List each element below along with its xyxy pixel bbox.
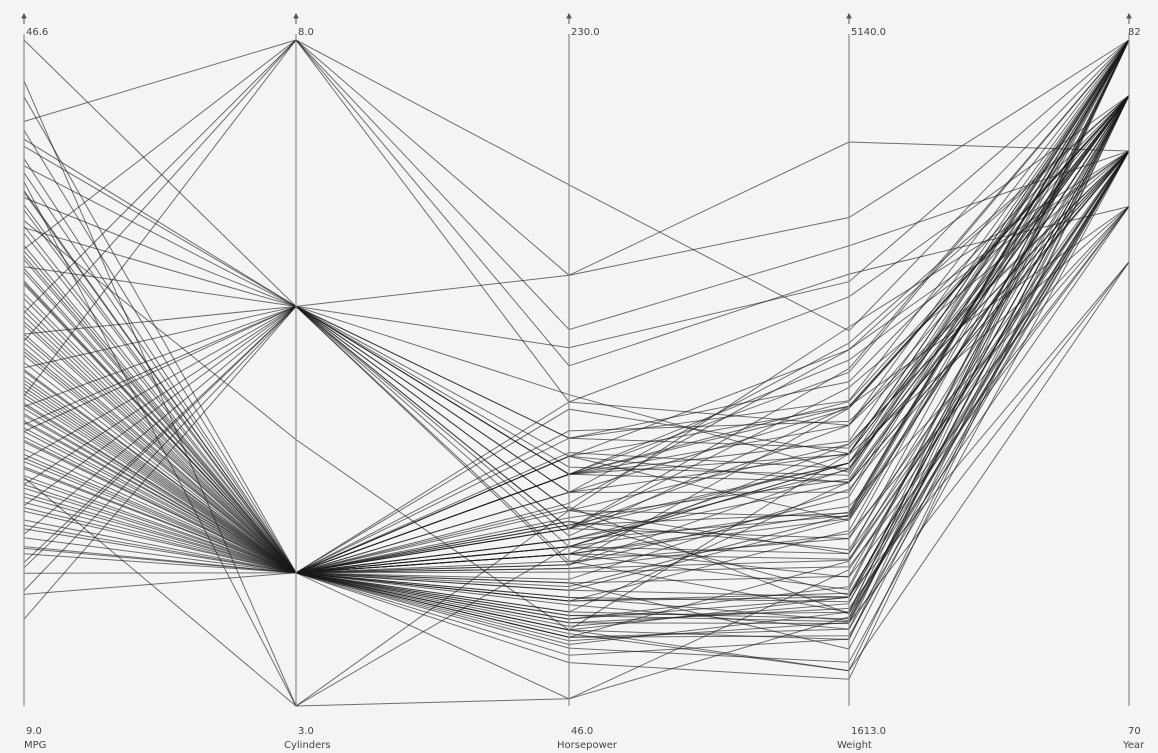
axis-arrow-icon-2 [566,12,572,24]
axis-arrow-icon-1 [293,12,299,24]
axis-name-label-2: Horsepower [557,740,618,751]
record-line-97 [23,39,1130,397]
axis-arrow-icon-3 [846,12,852,24]
axis-min-label-0: 9.0 [26,726,42,737]
axis-name-label-3: Weight [837,740,872,751]
axis-max-label-0: 46.6 [26,27,48,38]
axis-name-label-0: MPG [24,740,46,751]
polyline-group [23,39,1130,707]
axis-min-label-4: 70 [1128,726,1141,737]
axis-min-label-2: 46.0 [571,726,593,737]
axis-min-label-1: 3.0 [298,726,314,737]
axis-min-label-3: 1613.0 [851,726,886,737]
axis-max-label-3: 5140.0 [851,27,886,38]
axis-arrow-icon-0 [21,12,27,24]
axes-group: 46.6 9.0 MPG 8.0 3.0 Cylinders 230.0 46.0 Horsep… [21,12,1145,751]
record-line-69 [23,150,1130,638]
record-line-4 [23,39,1130,641]
record-line-95 [23,39,1130,331]
axis-name-label-4: Year [1122,740,1145,751]
axis-max-label-2: 230.0 [571,27,600,38]
axis-max-label-4: 82 [1128,27,1141,38]
axis-arrow-icon-4 [1126,12,1132,24]
axis-max-label-1: 8.0 [298,27,314,38]
record-line-94 [23,95,1130,620]
axis-name-label-1: Cylinders [284,740,331,751]
